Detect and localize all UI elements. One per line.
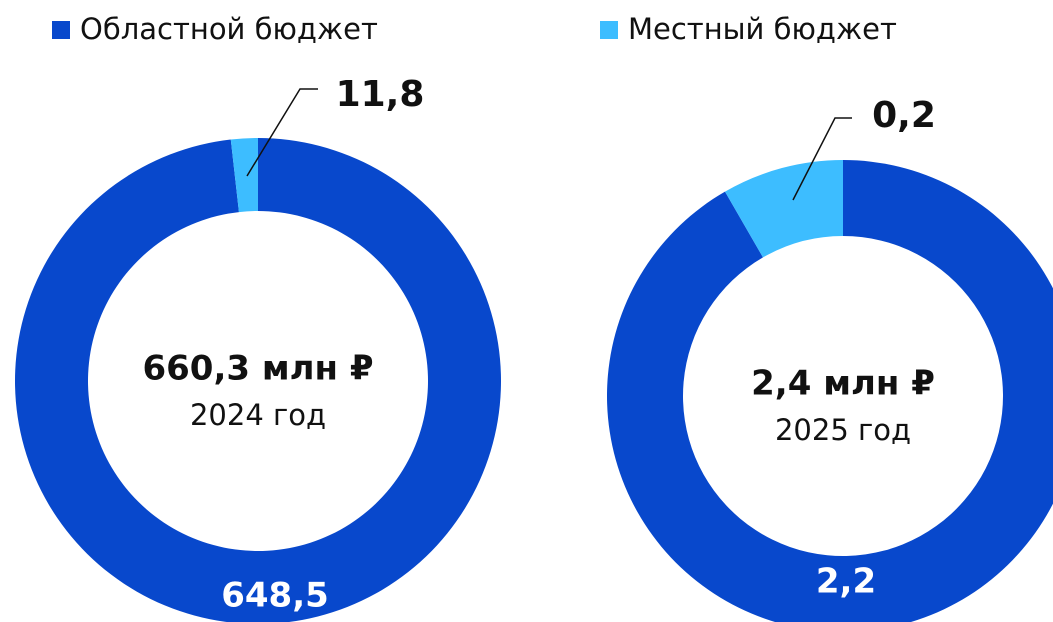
donut-segment	[15, 138, 501, 622]
center-subtitle: 2025 год	[775, 413, 911, 447]
center-title: 2,4 млн ₽	[751, 364, 935, 404]
value-label: 648,5	[221, 576, 329, 616]
center-title: 660,3 млн ₽	[142, 349, 373, 389]
donut-segment	[607, 160, 1053, 622]
leader-line	[792, 117, 852, 201]
legend-label: Местный бюджет	[628, 12, 897, 46]
value-label: 2,2	[816, 562, 876, 602]
value-label: 0,2	[872, 95, 936, 136]
leader-line	[246, 88, 318, 177]
legend-swatch	[600, 21, 618, 39]
donut-segment	[230, 138, 258, 213]
donut-segment	[725, 160, 843, 258]
legend-swatch	[52, 21, 70, 39]
center-subtitle: 2024 год	[190, 398, 326, 432]
value-label: 11,8	[336, 74, 425, 115]
legend-label: Областной бюджет	[80, 12, 378, 46]
